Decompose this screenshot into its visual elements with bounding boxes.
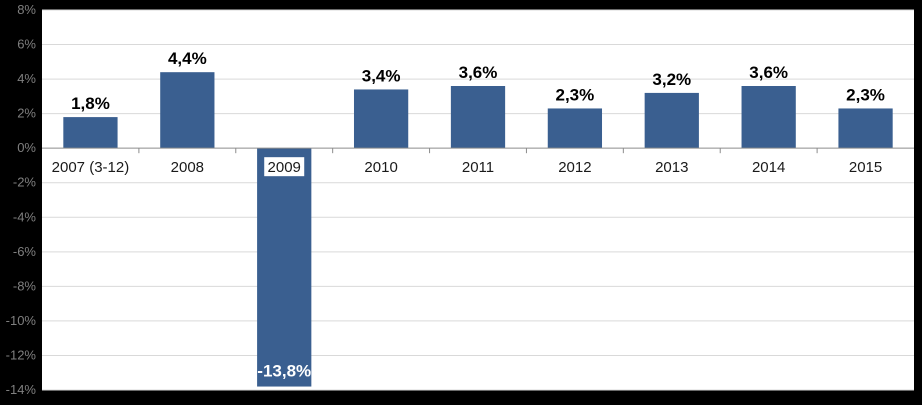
bar-7 [741,86,796,149]
data-label: 3,6% [749,63,788,82]
y-tick-label: 2% [17,106,36,121]
x-axis: 2007 (3-12) 2008 2009 2010 2011 2012 2013 2014 2… [52,148,882,177]
bar-8 [838,108,893,149]
category-label: 2011 [462,159,494,176]
bar-5 [547,108,603,149]
bar-1 [160,72,215,149]
data-label: 4,4% [168,49,207,68]
y-tick-label: -6% [13,244,37,259]
category-label: 2014 [752,159,785,176]
category-label: 2015 [849,159,882,176]
bar-2 [257,148,312,387]
category-label: 2008 [171,159,204,176]
y-tick-label: 4% [17,71,36,86]
bar-0 [63,117,118,149]
data-label: 3,6% [459,63,498,82]
data-label: 1,8% [71,94,110,113]
bar-4 [450,86,506,149]
data-label: 3,4% [362,66,401,85]
category-label: 2009 [268,159,301,176]
data-label: -13,8% [257,362,311,381]
category-label: 2013 [655,159,688,176]
y-tick-label: -4% [13,209,37,224]
bars [63,72,893,387]
data-label: 2,3% [846,85,885,104]
data-label: 2,3% [556,85,595,104]
bar-3 [353,89,409,149]
data-label: 3,2% [652,70,691,89]
y-tick-label: -8% [13,278,37,293]
category-label-bg [264,157,305,177]
y-tick-label: -12% [6,347,37,362]
y-tick-label: 8% [17,2,36,17]
y-axis: 8% 6% 4% 2% 0% -2% -4% -6% -8% -10% -12% -14% [6,2,37,397]
category-label: 2010 [364,159,397,176]
y-tick-label: -2% [13,175,37,190]
y-tick-label: 0% [17,140,36,155]
data-labels: 1,8% 4,4% -13,8% 3,4% 3,6% 2,3% 3,2% 3,6% 2,3% [71,49,885,380]
bar-6 [644,92,699,149]
y-tick-label: 6% [17,37,36,52]
y-tick-label: -14% [6,382,37,397]
category-label: 2007 (3-12) [52,159,130,176]
category-label: 2012 [558,159,591,176]
y-tick-label: -10% [6,313,37,328]
